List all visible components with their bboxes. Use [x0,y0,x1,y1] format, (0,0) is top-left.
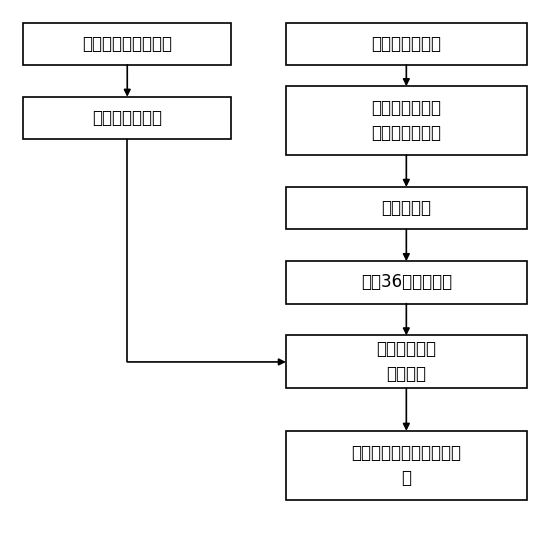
FancyBboxPatch shape [286,261,527,304]
FancyBboxPatch shape [23,97,231,139]
FancyBboxPatch shape [23,22,231,65]
Text: 测定叶绿素含量: 测定叶绿素含量 [92,109,162,127]
Text: 采集叶面积最大叶片: 采集叶面积最大叶片 [82,35,172,53]
Text: 相关性分析及
特征选取: 相关性分析及 特征选取 [376,341,436,383]
FancyBboxPatch shape [286,22,527,65]
Text: 偏最小二乘回归建模及验
证: 偏最小二乘回归建模及验 证 [351,444,461,487]
Text: 标记分水岭提取
叶面积最大叶片: 标记分水岭提取 叶面积最大叶片 [371,99,441,142]
FancyBboxPatch shape [286,335,527,389]
FancyBboxPatch shape [286,431,527,500]
Text: 多光谱图像拍摄: 多光谱图像拍摄 [371,35,441,53]
Text: 反射率重建: 反射率重建 [381,199,431,217]
Text: 构造36个特征参量: 构造36个特征参量 [361,273,452,292]
FancyBboxPatch shape [286,187,527,229]
FancyBboxPatch shape [286,86,527,155]
